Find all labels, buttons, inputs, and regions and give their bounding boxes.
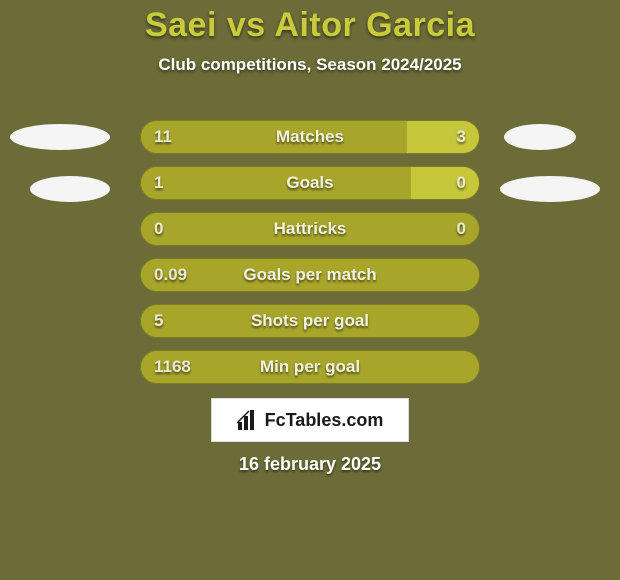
- stat-row: Matches11 3: [0, 120, 620, 154]
- stat-label: Matches: [141, 121, 479, 153]
- page-title: Saei vs Aitor Garcia: [0, 0, 620, 45]
- stat-row: Min per goal1168: [0, 350, 620, 384]
- player2-value: 0: [457, 212, 466, 246]
- player1-value: 1168: [154, 350, 191, 384]
- stat-bar: Goals: [140, 166, 480, 200]
- bars-icon: [237, 410, 259, 430]
- player2-value: 0: [457, 166, 466, 200]
- stat-row: Goals1 0: [0, 166, 620, 200]
- stat-bar: Min per goal: [140, 350, 480, 384]
- comparison-card: Saei vs Aitor Garcia Club competitions, …: [0, 0, 620, 580]
- stat-bar: Hattricks: [140, 212, 480, 246]
- player2-value: 3: [457, 120, 466, 154]
- stat-label: Goals: [141, 167, 479, 199]
- snapshot-date: 16 february 2025: [0, 454, 620, 475]
- vs-separator: vs: [227, 6, 266, 44]
- source-badge: FcTables.com: [211, 398, 409, 442]
- stat-row: Shots per goal5: [0, 304, 620, 338]
- stat-label: Shots per goal: [141, 305, 479, 337]
- stats-rows: Matches113Goals10Hattricks00Goals per ma…: [0, 120, 620, 396]
- stat-row: Hattricks0 0: [0, 212, 620, 246]
- stat-bar: Goals per match: [140, 258, 480, 292]
- player1-name: Saei: [145, 6, 217, 44]
- player1-value: 5: [154, 304, 163, 338]
- player1-value: 0: [154, 212, 163, 246]
- stat-bar: Shots per goal: [140, 304, 480, 338]
- stat-bar: Matches: [140, 120, 480, 154]
- stat-label: Hattricks: [141, 213, 479, 245]
- badge-text: FcTables.com: [265, 410, 384, 431]
- player2-name: Aitor Garcia: [274, 6, 475, 44]
- stat-row: Goals per match0.09: [0, 258, 620, 292]
- player1-value: 0.09: [154, 258, 187, 292]
- subtitle: Club competitions, Season 2024/2025: [0, 55, 620, 75]
- stat-label: Goals per match: [141, 259, 479, 291]
- player1-value: 11: [154, 120, 172, 154]
- stat-label: Min per goal: [141, 351, 479, 383]
- player1-value: 1: [154, 166, 163, 200]
